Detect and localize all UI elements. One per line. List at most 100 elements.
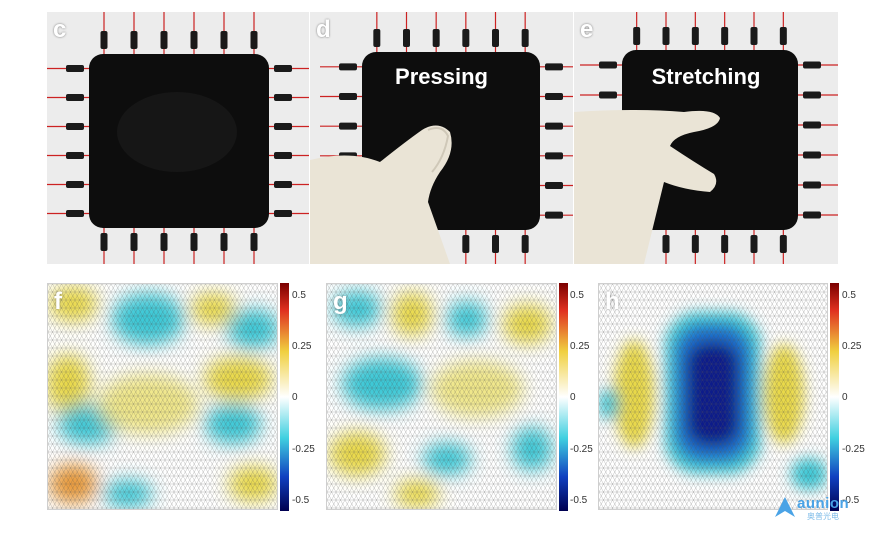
colorbar-g-tick: -0.5 bbox=[570, 495, 588, 506]
electrode-connector bbox=[274, 123, 292, 130]
electrode-connector bbox=[721, 235, 729, 253]
electrode-connector bbox=[130, 31, 138, 49]
electrode-connector bbox=[250, 31, 258, 49]
electrode-connector bbox=[691, 235, 699, 253]
heatmap-panel-g: g bbox=[326, 283, 557, 510]
electrode-connector bbox=[339, 93, 357, 100]
electrode-connector bbox=[130, 233, 138, 251]
colorbar-f-tick: 0 bbox=[292, 392, 298, 403]
electrode-connector bbox=[545, 152, 563, 160]
colorbar-h-tick: 0.5 bbox=[842, 290, 856, 301]
conductivity-map-h bbox=[599, 284, 827, 509]
electrode-connector bbox=[274, 65, 292, 72]
electrode-connector bbox=[545, 122, 563, 130]
colorbar-h-tick: -0.5 bbox=[842, 495, 860, 506]
photo-panel-e: e Stretching bbox=[574, 12, 838, 264]
colorbar-h-tick: 0.25 bbox=[842, 341, 862, 352]
electrode-connector bbox=[190, 31, 198, 49]
electrode-connector bbox=[339, 63, 357, 71]
colorbar-f-tick: -0.5 bbox=[292, 495, 310, 506]
electrode-connector bbox=[339, 122, 357, 130]
electrode-connector bbox=[66, 65, 84, 72]
electrode-connector bbox=[190, 233, 198, 251]
logo-subtitle: 奥普光电 bbox=[807, 512, 839, 521]
panel-label-c: c bbox=[53, 16, 67, 43]
electrode-connector bbox=[803, 61, 821, 69]
colorbar-f-tick: 0.5 bbox=[292, 290, 306, 301]
electrode-connector bbox=[545, 93, 563, 100]
conductivity-map-f bbox=[48, 284, 277, 509]
electrode-connector bbox=[66, 123, 84, 130]
electrode-connector bbox=[220, 233, 228, 251]
electrode-connector bbox=[492, 235, 499, 253]
electrode-connector bbox=[274, 210, 292, 217]
watermark-logo: aunion 奥普光电 bbox=[773, 493, 869, 523]
electrode-connector bbox=[750, 27, 758, 45]
pressing-photo bbox=[310, 12, 573, 264]
electrode-connector bbox=[599, 61, 617, 69]
electrode-connector bbox=[274, 152, 292, 159]
electrode-connector bbox=[274, 181, 292, 188]
heatmap-panel-f: f bbox=[47, 283, 278, 510]
electrode-connector bbox=[750, 235, 758, 253]
electrode-connector bbox=[100, 233, 108, 251]
conductivity-map-g bbox=[327, 284, 556, 509]
electrode-connector bbox=[662, 235, 670, 253]
electrode-connector bbox=[521, 29, 529, 47]
electrode-connector bbox=[373, 29, 381, 47]
panel-label-f: f bbox=[54, 288, 62, 315]
logo-icon bbox=[775, 497, 795, 517]
electrode-connector bbox=[462, 235, 470, 253]
logo-name: aunion bbox=[797, 495, 850, 512]
electrode-connector bbox=[803, 91, 821, 99]
electrode-connector bbox=[803, 121, 821, 129]
electrode-connector bbox=[220, 31, 228, 49]
electrode-connector bbox=[803, 151, 821, 159]
electrode-connector bbox=[662, 27, 670, 45]
photo-panel-d: d Pressing bbox=[310, 12, 573, 264]
heatmap-panel-h: h bbox=[598, 283, 828, 510]
electrode-connector bbox=[66, 181, 84, 188]
colorbar-h-tick: 0 bbox=[842, 392, 848, 403]
electrode-connector bbox=[462, 29, 470, 47]
colorbar-g-tick: 0.5 bbox=[570, 290, 584, 301]
electrode-sheet-photo bbox=[47, 12, 309, 264]
colorbar-h-tick: -0.25 bbox=[842, 444, 865, 455]
electrode-connector bbox=[521, 235, 529, 253]
colorbar-g-tick: -0.25 bbox=[570, 444, 593, 455]
electrode-connector bbox=[721, 27, 729, 45]
electrode-connector bbox=[599, 91, 617, 99]
electrode-connector bbox=[100, 31, 108, 49]
electrode-connector bbox=[160, 31, 168, 49]
colorbar-g-tick: 0 bbox=[570, 392, 576, 403]
colorbar-f-tick: 0.25 bbox=[292, 341, 312, 352]
electrode-connector bbox=[545, 63, 563, 71]
electrode-connector bbox=[633, 27, 641, 45]
panel-label-h: h bbox=[605, 288, 620, 315]
stretching-caption: Stretching bbox=[651, 64, 761, 89]
electrode-connector bbox=[403, 29, 410, 47]
colorbar-g-tick: 0.25 bbox=[570, 341, 590, 352]
panel-label-d: d bbox=[316, 16, 331, 43]
electrode-connector bbox=[432, 29, 440, 47]
electrode-connector bbox=[779, 235, 787, 253]
electrode-connector bbox=[66, 94, 84, 101]
electrode-connector bbox=[779, 27, 787, 45]
electrode-connector bbox=[160, 233, 168, 251]
electrode-connector bbox=[545, 182, 563, 189]
electrode-connector bbox=[803, 211, 821, 219]
electrode-connector bbox=[250, 233, 258, 251]
electrode-connector bbox=[545, 211, 563, 219]
electrode-connector bbox=[691, 27, 699, 45]
panel-label-e: e bbox=[580, 16, 594, 43]
electrode-connector bbox=[274, 94, 292, 101]
electrode-connector bbox=[803, 181, 821, 189]
photo-panel-c: c bbox=[47, 12, 309, 264]
pressing-caption: Pressing bbox=[395, 64, 488, 89]
electrode-connector bbox=[66, 210, 84, 217]
colorbar-f-tick: -0.25 bbox=[292, 444, 315, 455]
electrode-connector bbox=[66, 152, 84, 159]
stretching-photo bbox=[574, 12, 838, 264]
electrode-connector bbox=[492, 29, 499, 47]
panel-label-g: g bbox=[333, 288, 348, 315]
